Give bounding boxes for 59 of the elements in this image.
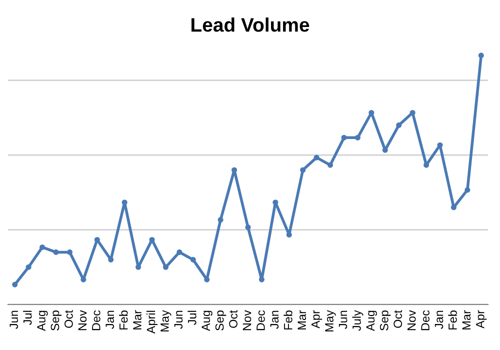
point xyxy=(12,282,18,288)
point xyxy=(314,154,320,160)
x-tick-label: Oct xyxy=(229,310,238,328)
x-tick-label: Nov xyxy=(242,310,252,330)
point xyxy=(478,52,484,58)
x-tick-label: Jun xyxy=(10,310,18,329)
x-tick-label: Aug xyxy=(202,310,212,332)
x-tick-label: Nov xyxy=(78,310,87,330)
point xyxy=(300,167,306,173)
x-tick-label: Oct xyxy=(394,310,402,328)
x-tick-label: Aug xyxy=(37,310,48,332)
point xyxy=(218,217,224,223)
x-tick-label: April xyxy=(146,310,158,334)
x-tick-label: Sep xyxy=(215,310,226,331)
x-tick-label: Apr xyxy=(476,310,487,328)
x-tick-label: Feb xyxy=(448,310,457,330)
x-tick-label: Jun xyxy=(174,310,183,329)
point xyxy=(437,142,443,148)
point xyxy=(40,244,46,250)
point xyxy=(66,249,72,255)
x-tick-label: May xyxy=(160,310,172,332)
point xyxy=(354,134,360,140)
point xyxy=(190,256,196,262)
x-tick-label: Jan xyxy=(270,310,279,329)
chart-title: Lead Volume xyxy=(192,18,310,32)
x-tick-label: Apr xyxy=(312,310,322,328)
x-tick-label: May xyxy=(325,310,336,332)
point xyxy=(450,204,456,210)
point xyxy=(272,200,278,206)
x-tick-label: Feb xyxy=(119,310,128,330)
point xyxy=(464,187,470,193)
x-tick-label: Mar xyxy=(462,310,471,330)
point xyxy=(245,224,251,230)
point xyxy=(26,264,32,270)
x-tick-label: Dec xyxy=(256,310,265,330)
x-tick-label: Oct xyxy=(64,310,73,328)
x-tick-label: Aug xyxy=(366,310,377,332)
x-tick-label: July xyxy=(352,310,364,331)
point xyxy=(53,249,59,255)
x-tick-label: Jul xyxy=(188,310,196,325)
point xyxy=(162,264,168,270)
x-tick-label: Jan xyxy=(434,310,444,329)
x-tick-label: Sep xyxy=(380,310,391,331)
point xyxy=(341,134,347,140)
x-tick-label: Feb xyxy=(284,310,292,330)
point xyxy=(176,249,182,255)
point xyxy=(396,122,402,128)
x-tick-label: Sep xyxy=(50,310,62,331)
point xyxy=(328,162,334,168)
point xyxy=(232,167,238,173)
x-tick-label: Mar xyxy=(298,310,306,330)
x-tick-label: Jul xyxy=(23,310,32,325)
x-tick-label: Jun xyxy=(338,310,348,329)
x-tick-label: Jan xyxy=(106,310,114,329)
x-tick-label: Dec xyxy=(421,310,430,330)
x-tick-label: Mar xyxy=(133,310,142,330)
point xyxy=(410,110,416,116)
x-tick-label: Dec xyxy=(92,310,100,330)
x-tick-label: Nov xyxy=(408,310,416,330)
